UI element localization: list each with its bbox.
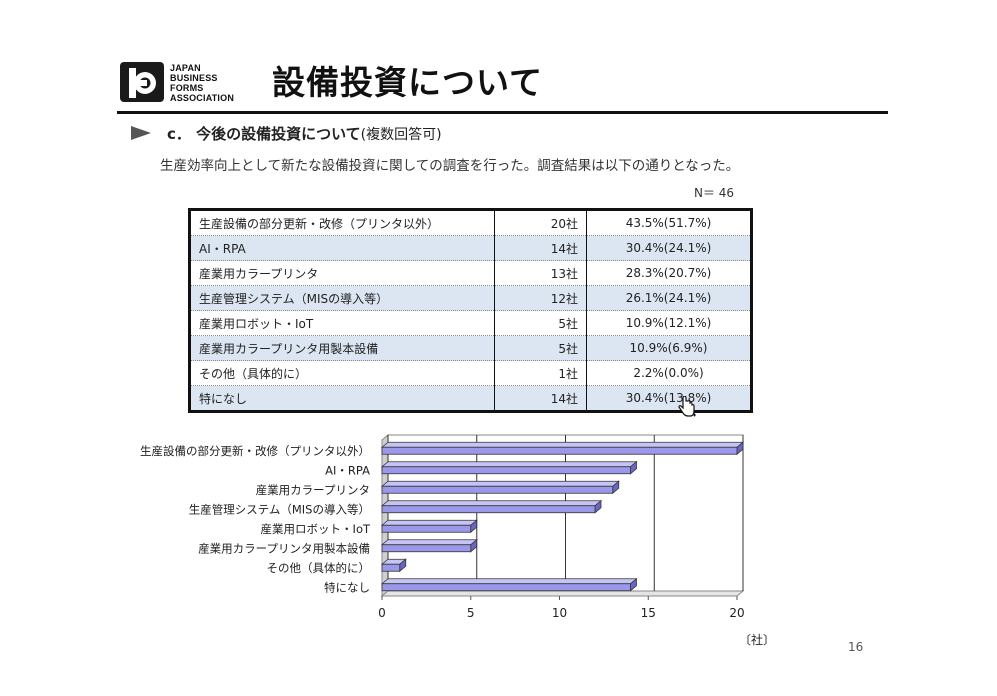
table-row: その他（具体的に） 1社 2.2%(0.0%) <box>189 360 752 386</box>
jbfa-logo-mark <box>120 62 164 102</box>
x-tick-label: 20 <box>729 606 744 620</box>
chart-side-wall <box>381 433 389 598</box>
bar-top-face <box>380 539 478 546</box>
bar <box>381 485 614 494</box>
bar <box>381 544 472 553</box>
table-row: 生産管理システム（MISの導入等） 12社 26.1%(24.1%) <box>189 285 752 311</box>
table-row: 産業用カラープリンタ用製本設備 5社 10.9%(6.9%) <box>189 335 752 361</box>
table-cell-count: 1社 <box>494 360 587 386</box>
table-cell-pct: 26.1%(24.1%) <box>586 285 752 311</box>
y-category-label: 産業用カラープリンタ <box>256 483 370 497</box>
table-row: 特になし 14社 30.4%(13.8%) <box>189 385 752 412</box>
bar <box>381 583 631 592</box>
section-heading-text: c． 今後の設備投資について <box>167 125 361 143</box>
x-tick-label: 15 <box>641 606 656 620</box>
jbfa-logo-text: JAPAN BUSINESS FORMS ASSOCIATION <box>170 63 235 103</box>
bar-top-face <box>380 461 638 468</box>
y-category-label: その他（具体的に） <box>267 561 371 575</box>
bar <box>381 524 472 533</box>
bar-top-face <box>380 500 603 507</box>
table-cell-pct: 30.4%(24.1%) <box>586 235 752 261</box>
table-cell-pct: 10.9%(6.9%) <box>586 335 752 361</box>
table-cell-item: その他（具体的に） <box>189 360 495 386</box>
y-category-label: 生産管理システム（MISの導入等） <box>189 502 370 516</box>
bar-top-face <box>380 480 620 487</box>
x-tick-label: 5 <box>467 606 475 620</box>
page-title: 設備投資について <box>272 63 544 102</box>
table-cell-item: 産業用カラープリンタ <box>189 260 495 286</box>
x-axis-unit-label: 〔社〕 <box>739 632 775 647</box>
table-cell-item: 生産設備の部分更新・改修（プリンタ以外） <box>189 209 495 236</box>
page-number: 16 <box>848 640 864 654</box>
table-cell-count: 20社 <box>494 209 587 236</box>
sample-size-label: N＝ 46 <box>694 186 735 200</box>
bar <box>381 466 631 475</box>
table-row: 産業用カラープリンタ 13社 28.3%(20.7%) <box>189 260 752 286</box>
table-cell-item: 産業用ロボット・IoT <box>189 310 495 336</box>
jbfa-logo: JAPAN BUSINESS FORMS ASSOCIATION <box>120 62 260 104</box>
table-cell-count: 13社 <box>494 260 587 286</box>
chart-floor <box>380 590 745 597</box>
y-category-label: AI・RPA <box>325 463 370 477</box>
section-heading: c． 今後の設備投資について(複数回答可) <box>167 123 442 144</box>
x-tick-label: 10 <box>552 606 567 620</box>
table-cell-pct: 28.3%(20.7%) <box>586 260 752 286</box>
bar-top-face <box>380 578 638 585</box>
title-divider <box>117 111 888 114</box>
table-cell-item: 産業用カラープリンタ用製本設備 <box>189 335 495 361</box>
table-cell-count: 12社 <box>494 285 587 311</box>
table-cell-item: 特になし <box>189 385 495 412</box>
table-cell-pct: 43.5%(51.7%) <box>586 209 752 236</box>
bar <box>381 446 738 455</box>
table-cell-count: 14社 <box>494 235 587 261</box>
y-category-label: 産業用ロボット・IoT <box>261 522 371 536</box>
results-table: 生産設備の部分更新・改修（プリンタ以外） 20社 43.5%(51.7%) AI・R… <box>188 208 753 413</box>
table-row: 生産設備の部分更新・改修（プリンタ以外） 20社 43.5%(51.7%) <box>189 209 752 236</box>
table-cell-count: 5社 <box>494 335 587 361</box>
bar <box>381 563 401 572</box>
section-heading-note: (複数回答可) <box>360 127 442 143</box>
table-row: 産業用ロボット・IoT 5社 10.9%(12.1%) <box>189 310 752 336</box>
table-cell-count: 5社 <box>494 310 587 336</box>
table-row: AI・RPA 14社 30.4%(24.1%) <box>189 235 752 261</box>
hand-cursor-icon <box>678 396 696 417</box>
table-cell-count: 14社 <box>494 385 587 412</box>
y-category-label: 産業用カラープリンタ用製本設備 <box>198 541 370 555</box>
bar <box>381 505 596 514</box>
table-cell-item: AI・RPA <box>189 235 495 261</box>
x-tick-label: 0 <box>378 606 386 620</box>
bar-top-face <box>380 441 745 448</box>
table-cell-pct: 30.4%(13.8%) <box>586 385 752 412</box>
table-cell-item: 生産管理システム（MISの導入等） <box>189 285 495 311</box>
y-category-label: 生産設備の部分更新・改修（プリンタ以外） <box>140 444 370 458</box>
section-description: 生産効率向上として新たな設備投資に関しての調査を行った。調査結果は以下の通りとな… <box>160 158 740 174</box>
table-cell-pct: 10.9%(12.1%) <box>586 310 752 336</box>
table-cell-pct: 2.2%(0.0%) <box>586 360 752 386</box>
section-arrow-icon <box>131 126 151 140</box>
bar-top-face <box>380 519 478 526</box>
y-category-label: 特になし <box>324 580 370 594</box>
